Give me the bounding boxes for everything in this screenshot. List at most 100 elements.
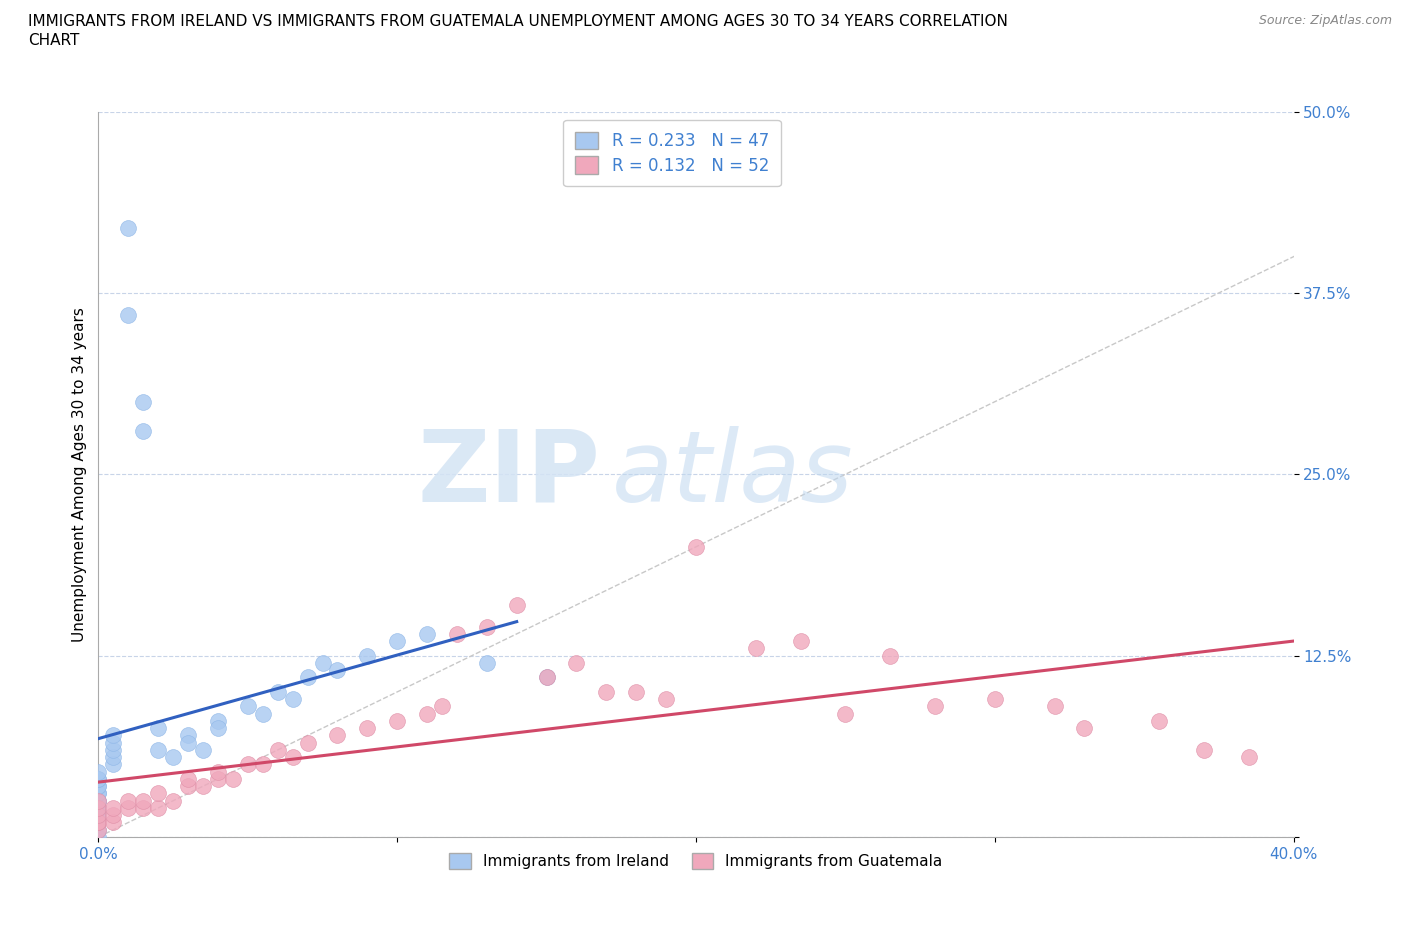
Point	[117, 220, 139, 235]
Point	[326, 663, 349, 678]
Point	[475, 656, 498, 671]
Point	[236, 757, 259, 772]
Point	[207, 772, 229, 787]
Text: Source: ZipAtlas.com: Source: ZipAtlas.com	[1258, 14, 1392, 27]
Point	[252, 706, 274, 721]
Point	[565, 656, 588, 671]
Point	[87, 772, 110, 787]
Point	[311, 656, 333, 671]
Point	[87, 822, 110, 837]
Point	[1237, 750, 1260, 764]
Point	[879, 648, 901, 663]
Point	[87, 772, 110, 787]
Point	[87, 808, 110, 823]
Point	[87, 778, 110, 793]
Point	[745, 641, 768, 656]
Point	[222, 772, 245, 787]
Point	[267, 742, 290, 757]
Point	[356, 648, 378, 663]
Point	[207, 764, 229, 779]
Point	[87, 822, 110, 837]
Point	[984, 692, 1007, 707]
Text: IMMIGRANTS FROM IRELAND VS IMMIGRANTS FROM GUATEMALA UNEMPLOYMENT AMONG AGES 30 : IMMIGRANTS FROM IRELAND VS IMMIGRANTS FR…	[28, 14, 1008, 29]
Point	[1147, 713, 1170, 728]
Point	[385, 633, 409, 648]
Point	[87, 815, 110, 830]
Point	[117, 801, 139, 816]
Point	[326, 728, 349, 743]
Point	[87, 801, 110, 816]
Point	[87, 801, 110, 816]
Point	[87, 801, 110, 816]
Point	[117, 307, 139, 322]
Point	[1073, 721, 1095, 736]
Point	[162, 793, 184, 808]
Text: CHART: CHART	[28, 33, 80, 47]
Point	[789, 633, 811, 648]
Point	[103, 750, 125, 764]
Point	[281, 692, 304, 707]
Point	[536, 670, 558, 684]
Point	[103, 728, 125, 743]
Point	[1043, 699, 1066, 714]
Point	[267, 684, 290, 699]
Point	[281, 750, 304, 764]
Point	[103, 801, 125, 816]
Point	[177, 772, 200, 787]
Point	[297, 736, 319, 751]
Point	[132, 793, 155, 808]
Point	[595, 684, 617, 699]
Point	[236, 699, 259, 714]
Y-axis label: Unemployment Among Ages 30 to 34 years: Unemployment Among Ages 30 to 34 years	[72, 307, 87, 642]
Point	[191, 778, 214, 793]
Point	[117, 793, 139, 808]
Point	[834, 706, 856, 721]
Point	[87, 801, 110, 816]
Point	[103, 736, 125, 751]
Point	[87, 764, 110, 779]
Point	[87, 815, 110, 830]
Point	[446, 627, 468, 642]
Point	[356, 721, 378, 736]
Point	[924, 699, 946, 714]
Point	[148, 786, 170, 801]
Point	[177, 728, 200, 743]
Point	[207, 713, 229, 728]
Point	[87, 808, 110, 823]
Point	[416, 627, 439, 642]
Point	[87, 808, 110, 823]
Point	[103, 808, 125, 823]
Point	[132, 394, 155, 409]
Point	[103, 742, 125, 757]
Point	[87, 778, 110, 793]
Point	[103, 815, 125, 830]
Point	[87, 815, 110, 830]
Point	[87, 815, 110, 830]
Point	[148, 742, 170, 757]
Point	[148, 721, 170, 736]
Point	[177, 736, 200, 751]
Point	[87, 786, 110, 801]
Point	[148, 801, 170, 816]
Point	[177, 778, 200, 793]
Point	[655, 692, 678, 707]
Point	[475, 619, 498, 634]
Point	[87, 793, 110, 808]
Point	[506, 597, 529, 612]
Text: ZIP: ZIP	[418, 426, 600, 523]
Point	[87, 830, 110, 844]
Point	[685, 539, 707, 554]
Point	[103, 757, 125, 772]
Point	[297, 670, 319, 684]
Point	[416, 706, 439, 721]
Point	[87, 786, 110, 801]
Point	[132, 423, 155, 438]
Legend: Immigrants from Ireland, Immigrants from Guatemala: Immigrants from Ireland, Immigrants from…	[439, 843, 953, 880]
Point	[162, 750, 184, 764]
Point	[132, 801, 155, 816]
Point	[536, 670, 558, 684]
Point	[191, 742, 214, 757]
Point	[1192, 742, 1215, 757]
Point	[385, 713, 409, 728]
Point	[252, 757, 274, 772]
